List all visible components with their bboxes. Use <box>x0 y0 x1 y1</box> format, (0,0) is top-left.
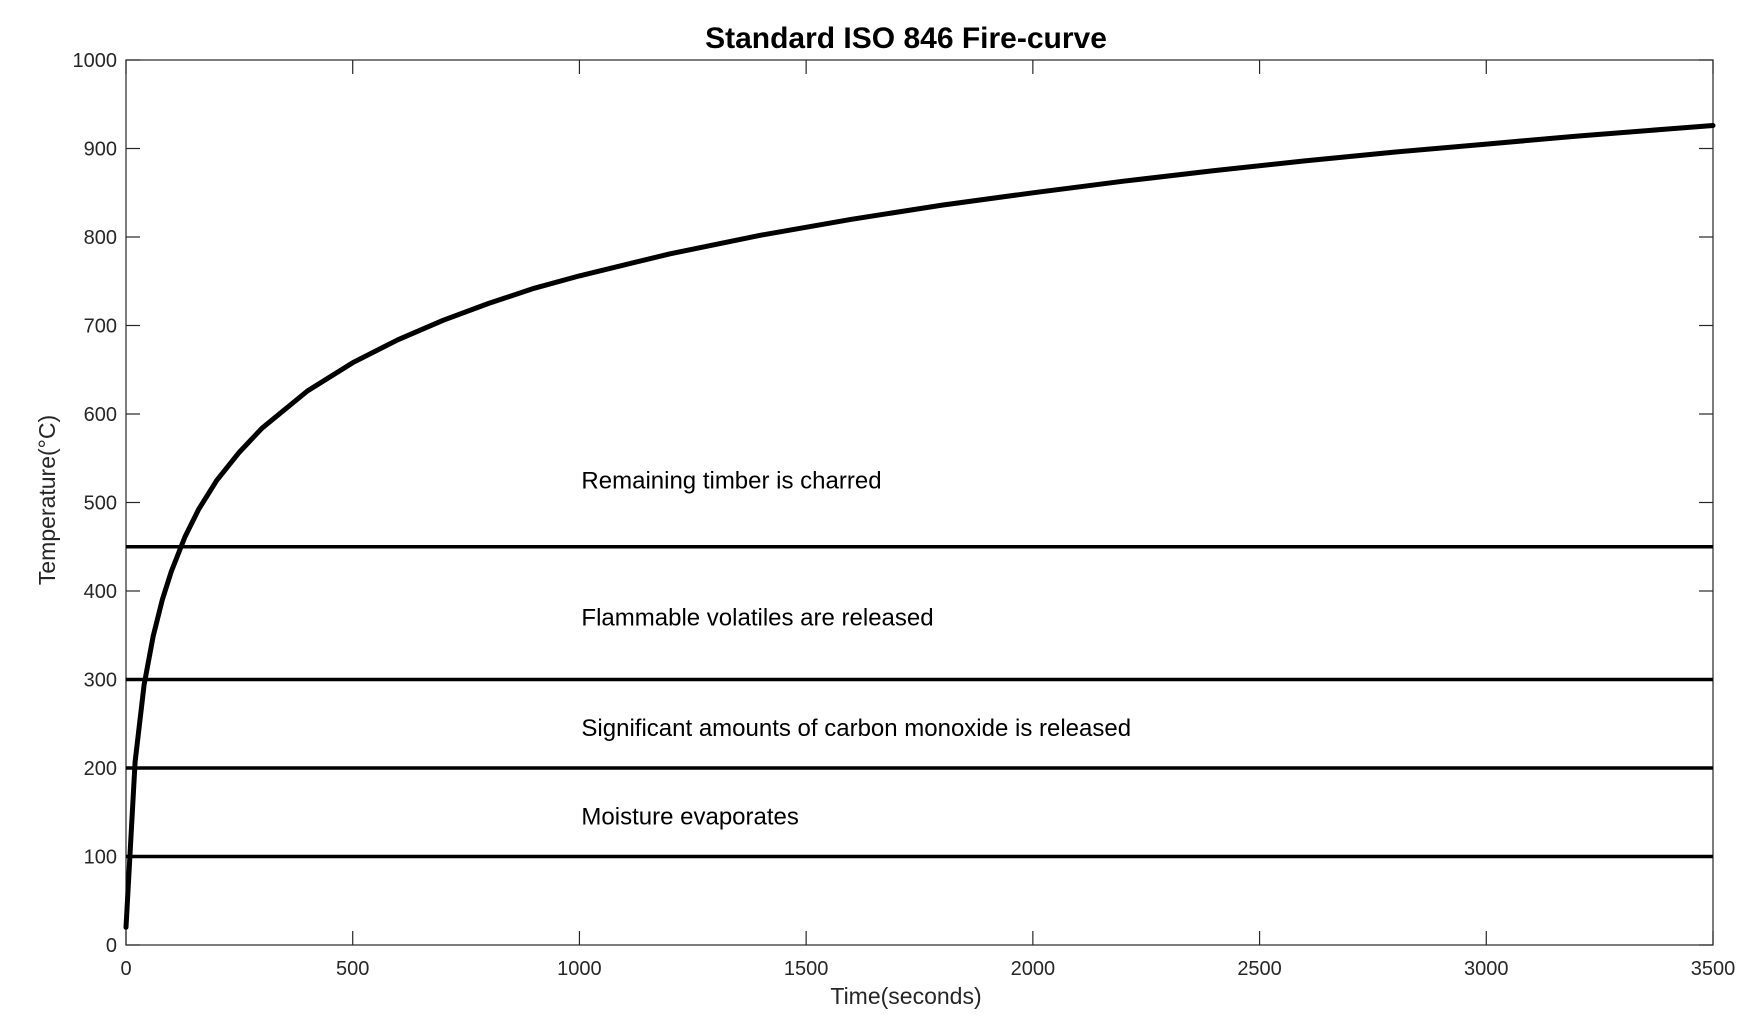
x-tick-label: 1000 <box>557 958 602 980</box>
chart-title: Standard ISO 846 Fire-curve <box>705 22 1107 55</box>
y-tick-label: 700 <box>84 316 117 338</box>
y-tick-label: 500 <box>84 493 117 515</box>
x-tick-label: 0 <box>120 958 131 980</box>
y-tick-label: 1000 <box>73 50 118 72</box>
x-tick-label: 3500 <box>1691 958 1736 980</box>
plot-frame <box>125 59 1714 946</box>
y-tick-label: 100 <box>84 847 117 869</box>
y-tick-label: 400 <box>84 581 117 603</box>
x-tick-label: 1500 <box>784 958 829 980</box>
x-tick-label: 2500 <box>1237 958 1282 980</box>
y-tick-label: 200 <box>84 758 117 780</box>
y-tick-label: 900 <box>84 139 117 161</box>
x-axis-title: Time(seconds) <box>830 983 981 1009</box>
annotation-label: Remaining timber is charred <box>581 467 881 494</box>
y-axis-title: Temperature(°C) <box>34 415 60 585</box>
x-tick-label: 3000 <box>1464 958 1509 980</box>
annotation-label: Flammable volatiles are released <box>581 605 933 632</box>
y-tick-label: 0 <box>106 935 117 957</box>
annotation-label: Moisture evaporates <box>581 804 798 831</box>
y-tick-label: 800 <box>84 227 117 249</box>
y-tick-label: 300 <box>84 670 117 692</box>
y-tick-label: 600 <box>84 404 117 426</box>
x-tick-label: 2000 <box>1011 958 1056 980</box>
annotation-label: Significant amounts of carbon monoxide i… <box>581 715 1131 742</box>
x-tick-label: 500 <box>336 958 369 980</box>
fire-curve-series <box>123 123 1716 930</box>
